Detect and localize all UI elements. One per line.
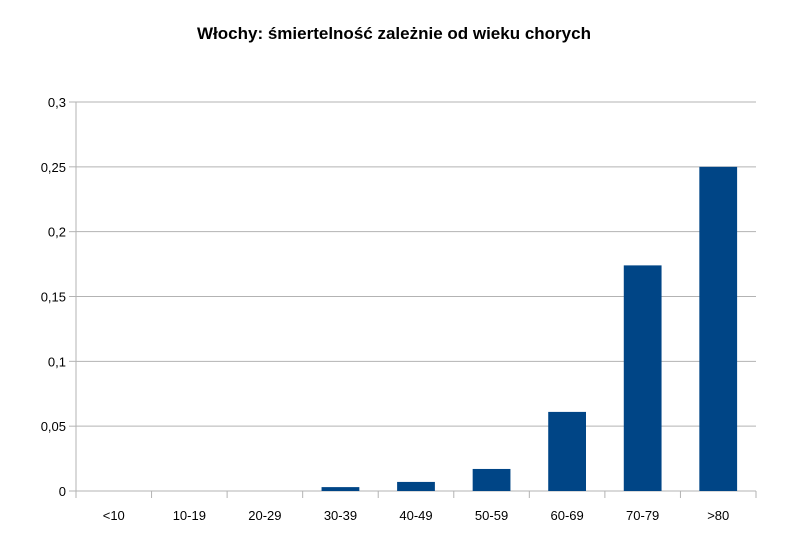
x-tick-label: 50-59: [475, 508, 508, 523]
y-tick-label: 0,15: [41, 290, 66, 305]
y-tick-label: 0,1: [48, 354, 66, 369]
bar-4: [321, 487, 360, 491]
bar-7: [548, 411, 586, 491]
y-tick-label: 0: [59, 484, 66, 499]
x-tick-label: <10: [103, 508, 125, 523]
tick-labels: 0 0,05 0,1 0,15 0,2 0,25 0,3 <10 10-19 20-29 30-39…: [41, 95, 730, 523]
chart-title: Włochy: śmiertelność zależnie od wieku c…: [197, 24, 591, 43]
bar-6: [472, 468, 511, 491]
x-tick-label: 30-39: [324, 508, 357, 523]
x-tick-label: 60-69: [550, 508, 583, 523]
x-tick-label: >80: [707, 508, 729, 523]
axes: [69, 101, 757, 498]
x-tick-label: 10-19: [173, 508, 206, 523]
bar-9: [699, 166, 738, 492]
y-tick-label: 0,2: [48, 225, 66, 240]
gridlines: [76, 101, 756, 492]
bar-8: [623, 265, 662, 491]
x-tick-label: 20-29: [248, 508, 281, 523]
x-tick-label: 70-79: [626, 508, 659, 523]
y-tick-label: 0,25: [41, 160, 66, 175]
y-tick-label: 0,3: [48, 95, 66, 110]
y-tick-label: 0,05: [41, 419, 66, 434]
bar-5: [397, 481, 435, 491]
x-tick-label: 40-49: [399, 508, 432, 523]
bars: [321, 166, 738, 492]
